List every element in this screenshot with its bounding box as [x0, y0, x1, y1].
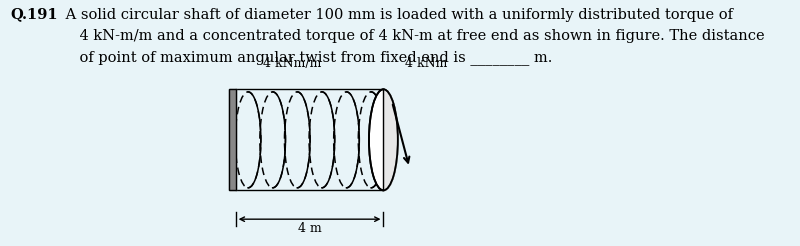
Text: A solid circular shaft of diameter 100 mm is loaded with a uniformly distributed: A solid circular shaft of diameter 100 m… [61, 8, 764, 65]
Text: 4 kNm: 4 kNm [405, 57, 447, 70]
Bar [229, 89, 236, 190]
Text: 4 kNm/m: 4 kNm/m [262, 57, 321, 70]
Text: Q.191: Q.191 [10, 8, 58, 22]
Ellipse shape [369, 89, 398, 190]
Text: 4 m: 4 m [298, 222, 322, 235]
Bar [229, 89, 236, 190]
